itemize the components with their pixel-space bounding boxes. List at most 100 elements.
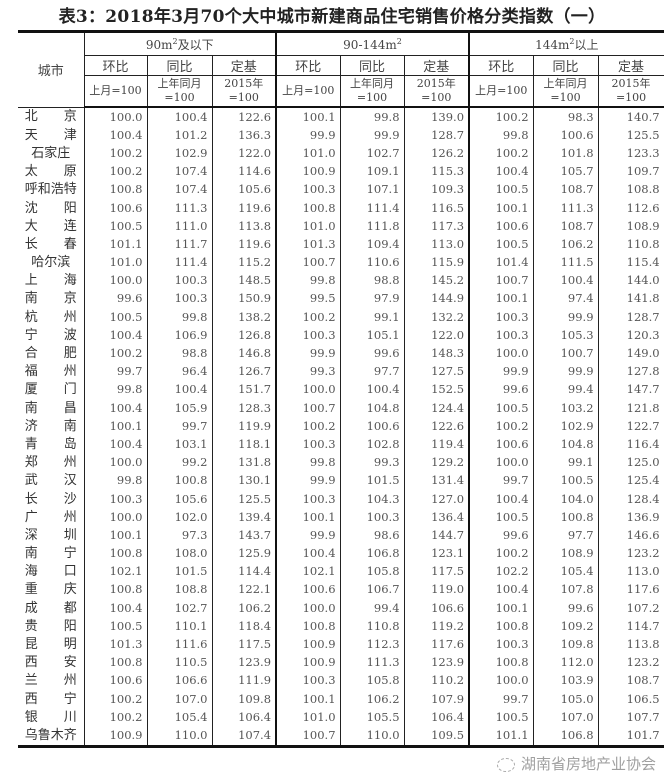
value-cell: 114.4 [211,562,277,581]
value-cell: 97.4 [532,289,599,309]
city-cell: 济 南 [18,417,85,436]
value-cell: 122.6 [211,107,277,127]
value-cell: 128.4 [597,489,664,509]
sub-header: 同比 [146,55,213,76]
value-cell: 102.7 [146,599,213,618]
price-index-table: 城市 90m2及以下 90-144m2 144m2以上 环比 同比 定基 环比 同比 定基 环比 同比… [18,30,664,748]
value-cell: 100.1 [468,599,534,618]
value-cell: 109.1 [339,162,405,181]
value-cell: 101.1 [83,235,148,254]
city-cell: 厦 门 [18,380,85,399]
value-cell: 100.8 [83,180,148,199]
unit-header: 上年同月=100 [146,75,213,108]
value-cell: 100.2 [468,107,534,127]
unit-header: 2015年=100 [403,75,470,108]
value-cell: 100.9 [83,726,148,747]
value-cell: 108.0 [146,544,213,563]
value-cell: 107.4 [211,726,277,747]
value-cell: 117.5 [211,635,277,654]
value-cell: 107.4 [146,180,213,199]
value-cell: 117.5 [403,562,470,581]
value-cell: 100.4 [532,271,599,290]
value-cell: 104.8 [532,435,599,454]
value-cell: 100.7 [275,726,341,747]
value-cell: 105.3 [532,326,599,345]
table-row: 石家庄 100.2 102.9 122.0 101.0 102.7 126.2 100.2 10… [18,144,664,163]
city-cell: 青 岛 [18,435,85,454]
value-cell: 123.9 [211,653,277,672]
group-sup: 2 [172,36,178,46]
value-cell: 132.2 [403,308,470,327]
value-cell: 119.6 [211,235,277,254]
value-cell: 99.3 [339,453,405,472]
value-cell: 100.3 [275,180,341,199]
group-label: 144m [535,37,570,52]
value-cell: 131.8 [211,453,277,472]
value-cell: 118.4 [211,617,277,636]
city-cell: 海 口 [18,562,85,581]
value-cell: 106.2 [532,235,599,254]
value-cell: 100.2 [468,417,534,436]
table-title: 表3：2018年3月70个大中城市新建商品住宅销售价格分类指数（一） [58,7,606,27]
value-cell: 106.9 [146,326,213,345]
value-cell: 101.5 [146,562,213,581]
value-cell: 100.6 [468,217,534,236]
city-cell: 哈尔滨 [18,253,85,272]
value-cell: 101.4 [468,253,534,272]
value-cell: 100.3 [275,326,341,345]
table-row: 武 汉 99.8 100.8 130.1 99.9 101.5 131.4 99.7 100.5… [18,471,664,490]
value-cell: 100.3 [468,308,534,327]
group-suffix: 以上 [574,37,599,52]
value-cell: 105.6 [211,180,277,199]
value-cell: 107.0 [146,690,213,709]
table-row: 杭 州 100.5 99.8 138.2 100.2 99.1 132.2 100.3 99.9… [18,308,664,327]
value-cell: 114.7 [597,617,664,636]
table-row: 成 都 100.4 102.7 106.2 100.0 99.4 106.6 100.1 99.… [18,599,664,618]
city-cell: 大 连 [18,217,85,236]
value-cell: 106.2 [339,690,405,709]
value-cell: 100.0 [468,344,534,363]
value-cell: 100.8 [532,508,599,527]
city-cell: 南 宁 [18,544,85,563]
value-cell: 111.0 [146,217,213,236]
value-cell: 111.9 [211,671,277,690]
value-cell: 98.6 [339,526,405,545]
value-cell: 100.3 [468,635,534,654]
value-cell: 102.1 [83,562,148,581]
table-row: 兰 州 100.6 106.6 111.9 100.3 105.8 110.2 100.0 10… [18,671,664,690]
group-label: 90m [145,37,173,52]
sub-header: 定基 [597,55,664,76]
table-row: 沈 阳 100.6 111.3 119.6 100.8 111.4 116.5 100.1 11… [18,198,664,218]
value-cell: 136.9 [597,508,664,527]
value-cell: 99.8 [83,471,148,490]
group-suffix: 及以下 [177,37,214,52]
unit-header: 上月=100 [275,75,341,108]
city-cell: 昆 明 [18,635,85,654]
value-cell: 99.6 [339,344,405,363]
value-cell: 125.5 [597,126,664,145]
value-cell: 113.0 [403,235,470,254]
value-cell: 100.3 [468,326,534,345]
value-cell: 101.0 [275,217,341,236]
city-cell: 西 安 [18,653,85,672]
value-cell: 102.8 [339,435,405,454]
value-cell: 97.3 [146,526,213,545]
value-cell: 139.0 [403,107,470,127]
value-cell: 123.9 [403,653,470,672]
unit-header: 上年同月=100 [532,75,599,108]
value-cell: 100.3 [275,489,341,509]
value-cell: 120.3 [597,326,664,345]
value-cell: 111.8 [339,217,405,236]
value-cell: 105.1 [339,326,405,345]
value-cell: 100.1 [275,508,341,527]
table-row: 哈尔滨 101.0 111.4 115.2 100.7 110.6 115.9 101.4 11… [18,253,664,272]
value-cell: 100.0 [275,599,341,618]
value-cell: 148.3 [403,344,470,363]
value-cell: 100.2 [83,690,148,709]
value-cell: 109.4 [339,235,405,254]
value-cell: 107.4 [146,162,213,181]
value-cell: 129.2 [403,453,470,472]
value-cell: 121.8 [597,399,664,418]
value-cell: 113.0 [597,562,664,581]
city-cell: 上 海 [18,271,85,290]
